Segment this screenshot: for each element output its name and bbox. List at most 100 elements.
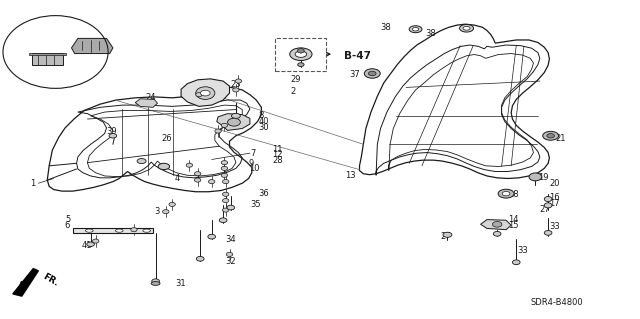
Text: 11: 11 [272, 145, 283, 153]
Ellipse shape [137, 159, 146, 164]
Text: 24: 24 [146, 93, 156, 102]
Text: 28: 28 [272, 156, 283, 165]
Polygon shape [29, 53, 66, 55]
Ellipse shape [409, 26, 422, 33]
Polygon shape [135, 99, 157, 107]
Ellipse shape [195, 178, 201, 182]
Ellipse shape [223, 192, 229, 196]
Text: 29: 29 [290, 75, 301, 84]
Text: 13: 13 [345, 171, 356, 181]
Text: 27: 27 [540, 205, 550, 214]
Text: 33: 33 [518, 246, 528, 255]
Ellipse shape [547, 134, 554, 138]
Ellipse shape [502, 191, 510, 196]
Text: 6: 6 [65, 221, 70, 230]
Ellipse shape [513, 260, 520, 265]
Ellipse shape [228, 118, 241, 126]
Ellipse shape [223, 180, 229, 184]
Text: 9: 9 [248, 159, 254, 168]
Ellipse shape [290, 48, 312, 61]
Ellipse shape [544, 203, 552, 208]
Text: 22: 22 [230, 117, 241, 126]
Ellipse shape [364, 69, 380, 78]
Ellipse shape [195, 172, 201, 176]
Ellipse shape [196, 256, 204, 261]
Text: 3: 3 [154, 207, 160, 216]
Text: 36: 36 [258, 189, 269, 198]
Text: 33: 33 [549, 222, 560, 231]
Polygon shape [481, 219, 511, 230]
Text: 16: 16 [549, 193, 560, 202]
Ellipse shape [151, 282, 160, 286]
Ellipse shape [169, 202, 175, 206]
Ellipse shape [152, 279, 159, 284]
Text: 39: 39 [107, 127, 117, 136]
Ellipse shape [369, 71, 376, 76]
Ellipse shape [109, 134, 116, 138]
Text: 32: 32 [226, 257, 236, 266]
Text: 5: 5 [65, 215, 70, 224]
Ellipse shape [115, 229, 123, 232]
Text: 41: 41 [82, 241, 93, 250]
Text: 30: 30 [258, 123, 269, 132]
Ellipse shape [492, 221, 502, 227]
Text: 14: 14 [508, 215, 518, 224]
Ellipse shape [208, 234, 216, 239]
Ellipse shape [498, 189, 514, 198]
Ellipse shape [215, 129, 221, 133]
Text: 15: 15 [508, 221, 518, 230]
Ellipse shape [221, 166, 228, 170]
Ellipse shape [220, 218, 227, 223]
Ellipse shape [493, 232, 501, 236]
Bar [275, 38, 326, 71]
Ellipse shape [223, 198, 229, 203]
Ellipse shape [543, 131, 559, 140]
Ellipse shape [463, 26, 470, 30]
Ellipse shape [200, 90, 210, 96]
Ellipse shape [223, 208, 229, 212]
Polygon shape [32, 53, 63, 65]
Polygon shape [217, 114, 250, 130]
Text: 38: 38 [425, 28, 436, 38]
Ellipse shape [93, 239, 99, 243]
Text: 4: 4 [175, 174, 180, 183]
Ellipse shape [544, 197, 552, 202]
Ellipse shape [87, 242, 95, 247]
Text: 20: 20 [549, 179, 560, 188]
Text: 8: 8 [258, 111, 264, 120]
Ellipse shape [186, 163, 193, 167]
Text: 2: 2 [290, 87, 295, 96]
Text: 7: 7 [250, 149, 255, 158]
Ellipse shape [209, 180, 215, 184]
Text: 34: 34 [226, 235, 236, 244]
Polygon shape [181, 79, 230, 106]
Polygon shape [72, 38, 113, 54]
Ellipse shape [221, 160, 228, 165]
Ellipse shape [158, 163, 170, 170]
Ellipse shape [221, 173, 228, 177]
Text: 26: 26 [161, 134, 172, 144]
Text: B-47: B-47 [344, 51, 371, 61]
Ellipse shape [544, 231, 552, 235]
Text: 27: 27 [441, 232, 451, 241]
Ellipse shape [233, 88, 239, 92]
Text: 21: 21 [556, 134, 566, 143]
Text: 23: 23 [231, 80, 241, 89]
Polygon shape [13, 269, 38, 296]
Ellipse shape [443, 232, 452, 237]
Text: 35: 35 [250, 200, 260, 209]
Text: 40: 40 [258, 117, 269, 126]
Ellipse shape [529, 173, 541, 181]
Ellipse shape [86, 229, 93, 232]
Polygon shape [73, 228, 153, 233]
Text: 37: 37 [349, 70, 360, 78]
Ellipse shape [412, 27, 419, 31]
Ellipse shape [236, 79, 242, 83]
Text: 19: 19 [538, 173, 548, 182]
Text: 1: 1 [30, 179, 35, 188]
Ellipse shape [460, 25, 474, 32]
Ellipse shape [163, 210, 169, 214]
Text: 12: 12 [272, 150, 283, 159]
Text: SDR4-B4800: SDR4-B4800 [531, 298, 583, 307]
Text: 25: 25 [146, 99, 156, 108]
